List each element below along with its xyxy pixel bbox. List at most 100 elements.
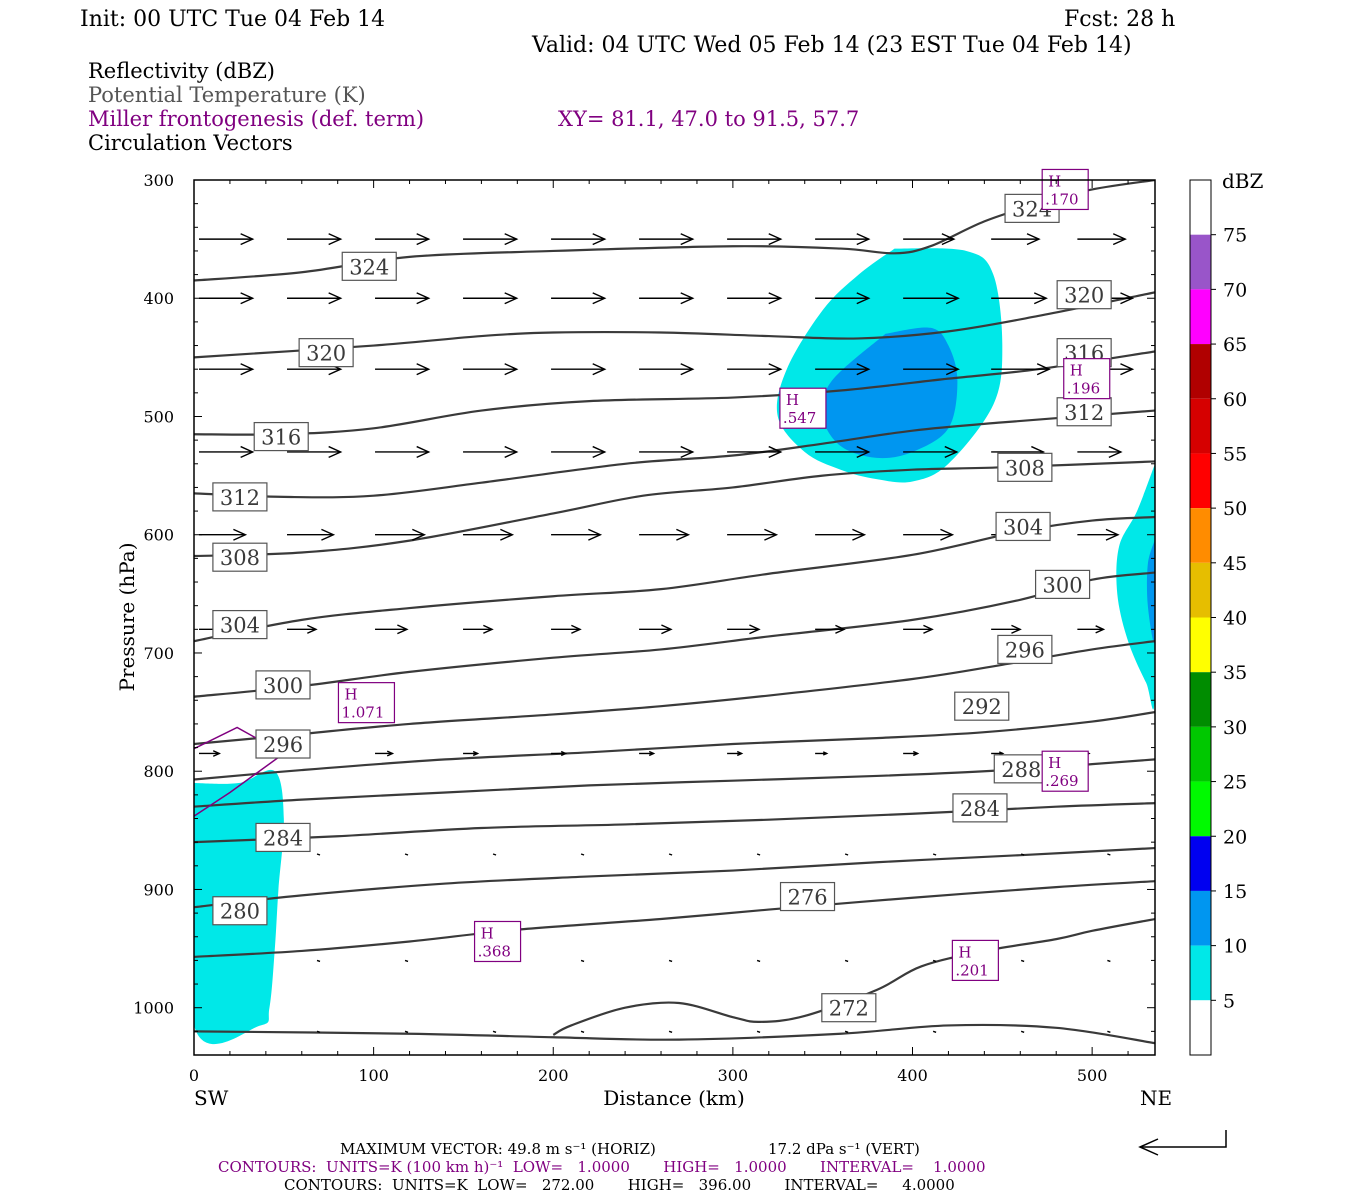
colorbar-segment — [1190, 180, 1211, 235]
theta-label-text: 308 — [1005, 456, 1045, 480]
fronto-maximum-box — [1063, 358, 1111, 400]
theta-label-box — [995, 511, 1051, 542]
reflectivity-region-4 — [1146, 539, 1155, 644]
fronto-maximum-box — [1041, 168, 1089, 211]
circulation-vector — [932, 853, 937, 856]
theta-contour-272 — [552, 917, 1155, 1036]
theta-label-box — [997, 452, 1053, 482]
circulation-vector — [316, 959, 321, 963]
max-vector-vert: 17.2 dPa s⁻¹ (VERT) — [768, 1140, 920, 1158]
y-tick-label: 500 — [143, 407, 174, 426]
theta-label-text: 312 — [220, 486, 260, 510]
fronto-maximum-box — [1041, 750, 1089, 792]
theta-label-text: 300 — [263, 674, 303, 698]
theta-label: 308 — [212, 542, 268, 572]
circulation-vector — [903, 445, 959, 458]
circulation-vector — [375, 445, 431, 458]
circulation-vector — [580, 853, 585, 856]
fronto-maximum: H.196 — [1063, 358, 1111, 400]
circulation-vector — [727, 292, 783, 305]
circulation-vector — [815, 528, 867, 541]
theta-label-box — [1034, 569, 1091, 599]
colorbar-label: 35 — [1223, 662, 1247, 684]
theta-contour-308 — [194, 460, 1155, 558]
theta-label-text: 276 — [787, 886, 827, 910]
theta-label-text: 280 — [220, 900, 260, 924]
circulation-vector — [199, 528, 248, 541]
y-tick-label: 800 — [143, 762, 174, 781]
theta-label-box — [993, 754, 1049, 784]
circulation-vector — [815, 624, 846, 634]
fronto-maximum: H.201 — [951, 939, 999, 982]
circulation-vector — [1077, 445, 1123, 458]
circulation-vector — [199, 233, 255, 246]
field-frontogenesis: Miller frontogenesis (def. term) — [88, 107, 424, 131]
circulation-vector — [844, 959, 849, 963]
colorbar-segment — [1190, 289, 1211, 345]
colorbar-segment — [1190, 344, 1211, 399]
theta-label: 316 — [253, 421, 309, 452]
circulation-vector — [903, 363, 960, 376]
valid-time: Valid: 04 UTC Wed 05 Feb 14 (23 EST Tue … — [531, 33, 1132, 58]
x-tick-label: 200 — [538, 1066, 569, 1085]
circulation-vector — [639, 363, 695, 376]
circulation-vector — [375, 624, 409, 635]
circulation-vector — [287, 292, 343, 305]
fronto-maximum-value: .269 — [1045, 772, 1078, 790]
circulation-vector — [1020, 1030, 1025, 1034]
theta-label-text: 300 — [1043, 573, 1083, 597]
theta-contour-300 — [194, 571, 1155, 698]
circulation-vector — [492, 853, 497, 856]
fronto-maximum-letter: H — [786, 391, 799, 409]
reflectivity-region-1 — [821, 327, 958, 459]
circulation-vector — [492, 1030, 497, 1034]
circulation-vector — [551, 624, 582, 634]
circulation-vector — [1020, 853, 1025, 856]
circulation-vector — [287, 445, 343, 458]
reference-vector-icon — [1138, 1130, 1227, 1156]
theta-label: 312 — [212, 482, 268, 512]
circulation-vector — [375, 292, 431, 305]
circulation-vector — [1020, 959, 1025, 963]
theta-label: 308 — [997, 452, 1053, 482]
colorbar-label: 50 — [1223, 498, 1247, 520]
fronto-maximum: H.170 — [1041, 168, 1089, 211]
colorbar-label: 70 — [1223, 279, 1247, 301]
circulation-vector — [199, 363, 255, 376]
theta-label: 280 — [212, 896, 268, 926]
colorbar-label: 60 — [1223, 389, 1247, 411]
y-tick-label: 400 — [143, 289, 174, 308]
theta-label-box — [212, 896, 268, 926]
circulation-vector — [815, 363, 871, 376]
theta-label: 304 — [995, 511, 1051, 542]
theta-label-text: 292 — [962, 695, 1002, 719]
fronto-maximum: H.269 — [1041, 750, 1089, 792]
circulation-vector — [199, 292, 255, 305]
colorbar-label: 20 — [1223, 826, 1247, 848]
colorbar-label: 10 — [1223, 936, 1247, 958]
y-tick-label: 300 — [143, 171, 174, 190]
colorbar-label: 75 — [1223, 225, 1247, 247]
theta-label-box — [1056, 397, 1112, 427]
theta-label: 300 — [255, 670, 311, 700]
colorbar-segment — [1190, 562, 1211, 618]
circulation-vector — [1077, 233, 1127, 246]
theta-contour-284 — [194, 802, 1155, 844]
theta-label-text: 288 — [1001, 758, 1041, 782]
circulation-vector — [287, 233, 343, 246]
colorbar-segment — [1190, 726, 1211, 782]
circulation-vector — [815, 445, 871, 458]
circulation-vector — [727, 445, 783, 458]
colorbar-label: 40 — [1223, 608, 1247, 630]
colorbar-segment — [1190, 508, 1211, 563]
colorbar-segment — [1190, 398, 1211, 454]
x-tick-label: 100 — [358, 1066, 389, 1085]
circulation-vector — [463, 750, 480, 757]
colorbar-label: 45 — [1223, 553, 1247, 575]
y-tick-label: 900 — [143, 880, 174, 899]
circulation-vector — [404, 1030, 409, 1034]
left-end-label: SW — [194, 1086, 229, 1110]
theta-label: 276 — [779, 881, 836, 912]
circulation-vector — [551, 292, 607, 305]
